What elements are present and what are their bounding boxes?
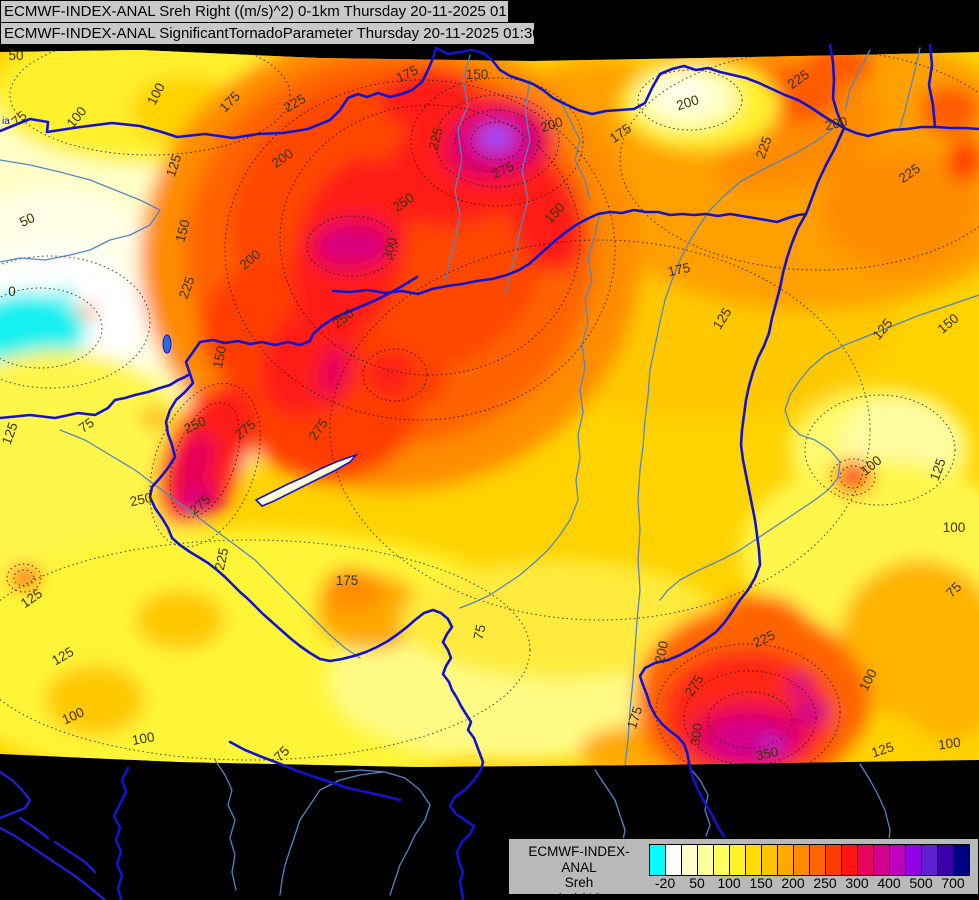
contour-label: 50 xyxy=(8,48,23,63)
map-field xyxy=(0,50,979,767)
legend-tick: 100 xyxy=(717,875,741,891)
contour-label: 200 xyxy=(675,92,701,113)
legend-swatch xyxy=(954,845,969,875)
contour-label: 250 xyxy=(128,490,153,509)
legend-swatch xyxy=(842,845,858,875)
contour-label: 75 xyxy=(76,415,97,436)
legend-tick: 400 xyxy=(877,875,901,891)
contour-label: 75 xyxy=(471,623,489,641)
legend-swatch xyxy=(906,845,922,875)
legend-swatch xyxy=(890,845,906,875)
contour-label: 125 xyxy=(870,739,896,760)
contour-rings xyxy=(0,50,979,767)
legend-tick: 150 xyxy=(749,875,773,891)
rivers xyxy=(0,47,979,896)
contour-label: 300 xyxy=(379,236,399,262)
legend-swatch xyxy=(650,845,666,875)
contour-label: 125 xyxy=(163,153,184,179)
contour-label: 150 xyxy=(210,344,229,369)
legend-swatch xyxy=(682,845,698,875)
legend-swatch xyxy=(714,845,730,875)
legend-swatch xyxy=(794,845,810,875)
contour-label: 175 xyxy=(624,705,645,731)
contour-label: 0 xyxy=(8,284,16,299)
country-borders xyxy=(0,43,979,900)
lake-neusiedl xyxy=(162,334,172,354)
legend: ECMWF-INDEX-ANAL Sreh (m/s)^2 -20 50 100 150 2… xyxy=(508,838,979,900)
legend-swatch xyxy=(746,845,762,875)
contour-label: 225 xyxy=(176,274,198,300)
legend-title-line: (m/s)^2 xyxy=(556,890,602,900)
contour-label: 100 xyxy=(943,520,966,535)
legend-swatch xyxy=(762,845,778,875)
contour-label: 100 xyxy=(131,729,156,748)
legend-swatch xyxy=(938,845,954,875)
legend-tick: 700 xyxy=(941,875,965,891)
legend-swatch xyxy=(874,845,890,875)
legend-swatch xyxy=(698,845,714,875)
legend-tick-labels: -20 50 100 150 200 250 300 400 500 700 xyxy=(509,875,978,893)
legend-tick: 300 xyxy=(845,875,869,891)
contour-label: 75 xyxy=(9,108,30,129)
contour-label: 225 xyxy=(212,546,231,571)
contour-label: 200 xyxy=(823,114,848,133)
adriatic-coastline xyxy=(0,770,107,900)
legend-swatch xyxy=(858,845,874,875)
contour-label: 175 xyxy=(336,573,359,588)
legend-tick: 200 xyxy=(781,875,805,891)
legend-colorbar xyxy=(649,844,970,876)
contour-label: 175 xyxy=(666,260,691,279)
legend-title-line: Sreh xyxy=(564,875,594,890)
title-bar-line2: ECMWF-INDEX-ANAL SignificantTornadoParam… xyxy=(0,22,541,45)
contour-label: 150 xyxy=(172,218,192,244)
map-place-label: ia xyxy=(2,116,10,127)
contour-label: 50 xyxy=(17,210,37,230)
contour-label: 350 xyxy=(754,744,779,763)
legend-swatch xyxy=(826,845,842,875)
legend-tick: 250 xyxy=(813,875,837,891)
legend-title: ECMWF-INDEX-ANAL Sreh (m/s)^2 xyxy=(513,844,645,900)
contour-label: 300 xyxy=(688,722,706,746)
legend-swatch xyxy=(810,845,826,875)
legend-tick: 50 xyxy=(689,875,705,891)
contour-label: 225 xyxy=(753,134,775,160)
contour-label: 200 xyxy=(652,639,671,664)
legend-swatch xyxy=(922,845,938,875)
legend-tick: -20 xyxy=(654,875,676,891)
contour-label: 200 xyxy=(539,114,565,135)
contour-label: 125 xyxy=(927,456,949,482)
contour-label: 150 xyxy=(466,67,489,82)
legend-tick: 500 xyxy=(909,875,933,891)
legend-swatch xyxy=(730,845,746,875)
legend-swatch xyxy=(666,845,682,875)
lake-balaton xyxy=(254,453,359,507)
title-bar-line1: ECMWF-INDEX-ANAL Sreh Right ((m/s)^2) 0-… xyxy=(0,0,528,23)
legend-title-line: ECMWF-INDEX-ANAL xyxy=(528,844,630,875)
legend-swatch xyxy=(778,845,794,875)
contour-label: 225 xyxy=(425,126,445,152)
contour-label: 100 xyxy=(937,735,961,753)
